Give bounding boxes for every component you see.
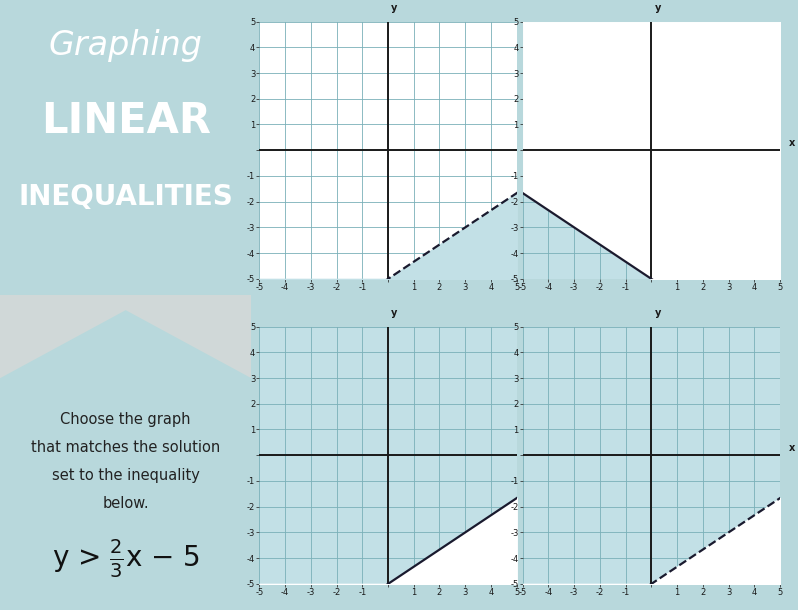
Text: y: y xyxy=(654,3,661,13)
Text: y: y xyxy=(391,3,397,13)
Text: y: y xyxy=(654,308,661,318)
Text: y: y xyxy=(391,308,397,318)
Text: Choose the graph: Choose the graph xyxy=(61,412,191,428)
Text: x: x xyxy=(525,443,531,453)
Text: Graphing: Graphing xyxy=(49,29,203,62)
Text: y > $\frac{2}{3}$x $-$ 5: y > $\frac{2}{3}$x $-$ 5 xyxy=(52,538,200,580)
Text: LINEAR: LINEAR xyxy=(41,100,211,142)
Text: that matches the solution: that matches the solution xyxy=(31,440,220,455)
Text: INEQUALITIES: INEQUALITIES xyxy=(18,182,233,210)
Text: below.: below. xyxy=(102,496,149,511)
Polygon shape xyxy=(0,295,251,378)
Text: x: x xyxy=(788,443,795,453)
Text: set to the inequality: set to the inequality xyxy=(52,468,200,483)
Text: x: x xyxy=(525,138,531,148)
Text: x: x xyxy=(788,138,795,148)
